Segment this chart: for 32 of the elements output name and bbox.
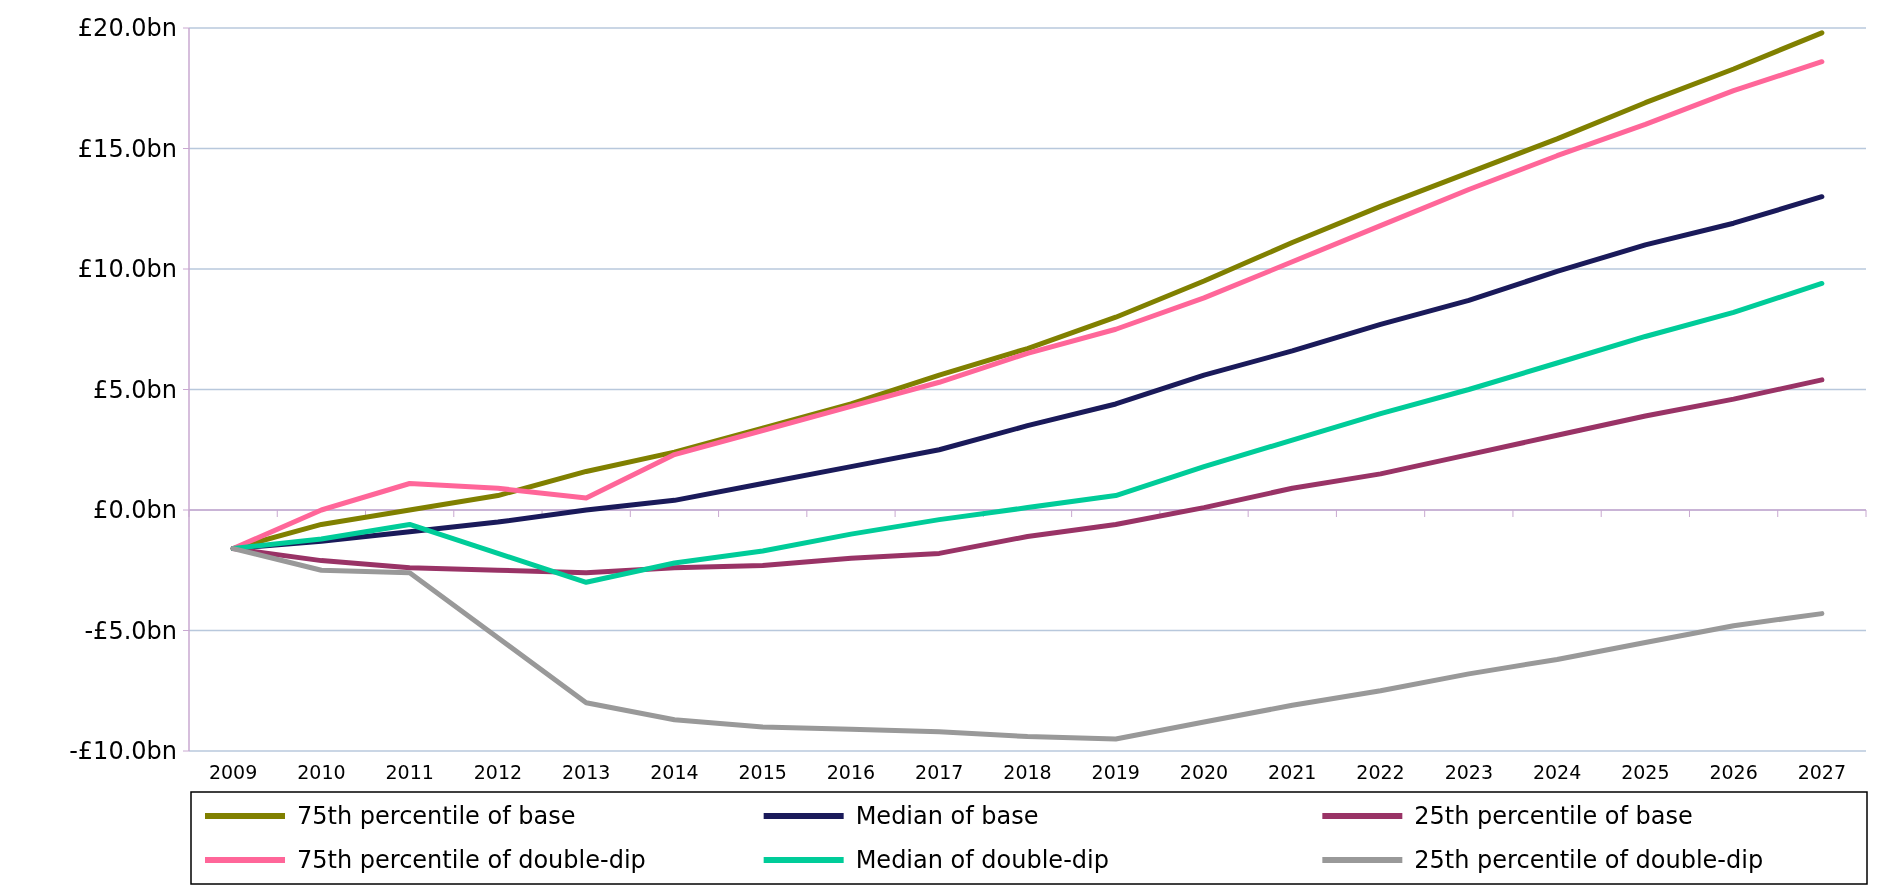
legend-label: 75th percentile of base [297,802,576,831]
legend-label: 25th percentile of double-dip [1414,846,1764,875]
x-tick-label: 2010 [297,761,346,783]
x-tick-label: 2009 [208,761,258,783]
x-tick-label: 2015 [738,761,787,783]
x-tick-label: 2020 [1179,761,1229,783]
x-tick-label: 2021 [1268,761,1317,783]
legend-label: Median of base [855,802,1039,831]
y-tick-label: £0.0bn [93,496,177,525]
y-tick-label: £10.0bn [77,255,177,284]
x-tick-label: 2027 [1797,761,1847,783]
x-tick-label: 2025 [1621,761,1670,783]
legend-label: 75th percentile of double-dip [297,846,646,875]
y-tick-label: -£10.0bn [69,737,177,766]
x-tick-label: 2026 [1709,761,1758,783]
y-tick-label: -£5.0bn [84,616,177,645]
y-tick-label: £15.0bn [77,134,177,163]
x-tick-label: 2018 [1003,761,1052,783]
x-tick-label: 2024 [1532,761,1582,783]
x-tick-label: 2012 [473,761,523,783]
x-tick-label: 2014 [650,761,699,783]
legend-label: 25th percentile of base [1414,802,1693,831]
x-tick-label: 2013 [562,761,611,783]
y-tick-label: £20.0bn [77,14,177,43]
legend-label: Median of double-dip [855,846,1109,875]
x-tick-label: 2023 [1444,761,1493,783]
x-tick-label: 2022 [1356,761,1405,783]
x-tick-label: 2011 [385,761,434,783]
x-tick-label: 2016 [826,761,876,783]
x-tick-label: 2017 [915,761,964,783]
x-tick-label: 2019 [1091,761,1140,783]
y-tick-label: £5.0bn [93,375,177,404]
